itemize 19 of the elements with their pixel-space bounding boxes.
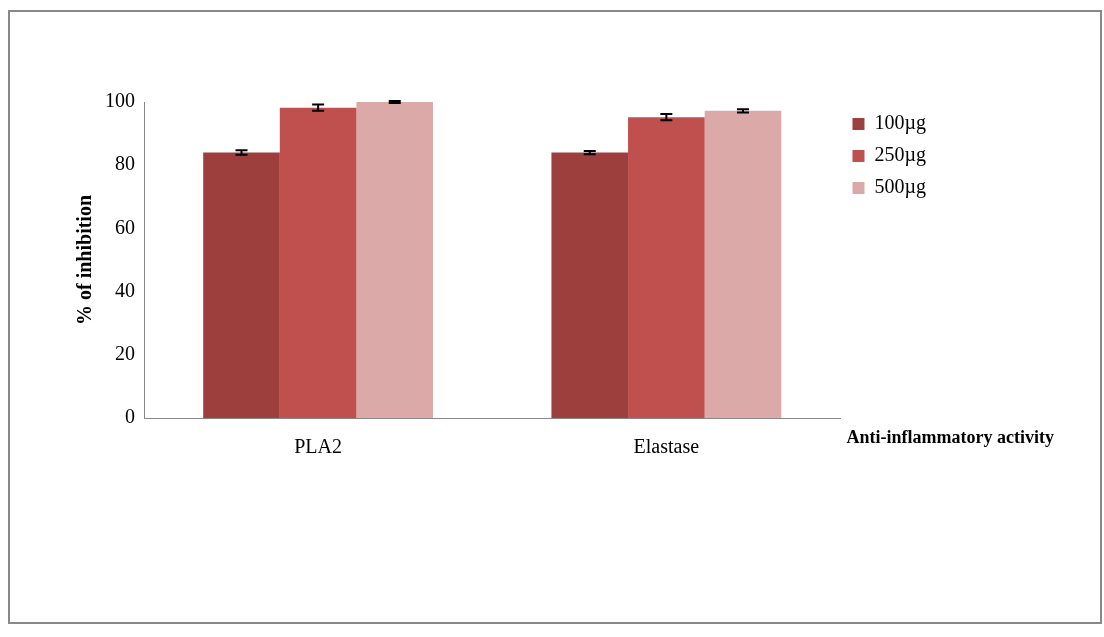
bar bbox=[704, 110, 782, 418]
bar bbox=[203, 152, 280, 418]
bar bbox=[356, 102, 434, 418]
y-tick-label: 80 bbox=[115, 152, 135, 175]
y-tick-label: 60 bbox=[115, 215, 135, 238]
y-tick-label: 40 bbox=[115, 278, 135, 301]
x-tick-label: Elastase bbox=[633, 435, 700, 458]
legend-label: 100µg bbox=[874, 111, 927, 135]
x-tick-label: PLA2 bbox=[294, 435, 343, 458]
bar bbox=[628, 117, 705, 418]
bar bbox=[279, 107, 357, 418]
y-axis-title: % of inhibition bbox=[73, 194, 96, 326]
y-tick-label: 20 bbox=[115, 342, 135, 365]
bar bbox=[551, 152, 629, 418]
x-axis-title: Anti-inflammatory activity bbox=[846, 426, 1054, 447]
y-tick-label: 0 bbox=[125, 405, 135, 428]
legend-label: 500µg bbox=[874, 175, 927, 199]
y-tick-label: 100 bbox=[105, 89, 135, 112]
legend-label: 250µg bbox=[874, 143, 927, 167]
